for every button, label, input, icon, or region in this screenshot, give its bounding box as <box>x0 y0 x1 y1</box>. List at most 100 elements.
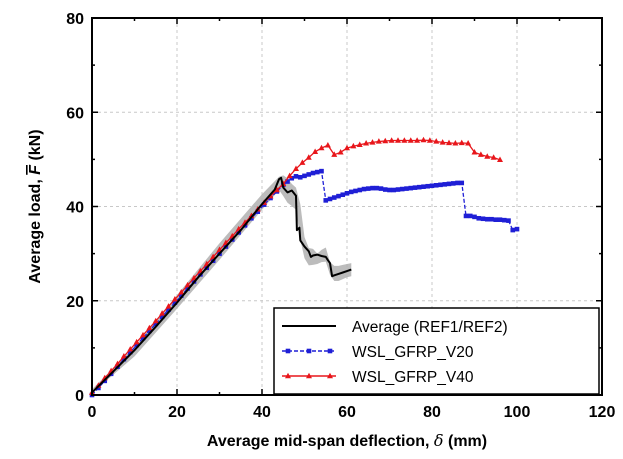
legend-swatch-marker <box>327 372 333 379</box>
data-point <box>467 213 473 219</box>
data-point <box>327 196 333 202</box>
data-point <box>450 181 456 186</box>
data-point <box>433 138 440 144</box>
data-point <box>374 185 380 191</box>
data-point <box>344 144 350 151</box>
data-point <box>153 321 159 327</box>
data-point <box>133 338 140 345</box>
series-layer <box>89 136 520 398</box>
data-point <box>293 174 299 179</box>
data-point <box>178 288 185 295</box>
data-point <box>463 213 469 219</box>
data-point <box>255 209 261 214</box>
legend-label: WSL_GFRP_V40 <box>352 369 474 386</box>
data-point <box>490 154 497 160</box>
data-point <box>340 192 346 198</box>
data-point <box>191 274 197 281</box>
data-point <box>165 303 172 309</box>
data-point <box>134 342 139 348</box>
data-point <box>501 217 507 223</box>
legend-label: WSL_GFRP_V20 <box>352 344 474 361</box>
x-tick-label: 60 <box>338 404 356 421</box>
data-point <box>120 353 127 359</box>
data-point <box>452 140 459 146</box>
data-point <box>323 198 329 203</box>
data-point <box>305 154 312 160</box>
data-point <box>514 226 520 232</box>
data-point <box>297 174 303 180</box>
data-point <box>493 217 499 222</box>
data-point <box>439 139 446 145</box>
data-point <box>421 184 426 190</box>
data-point <box>420 136 427 143</box>
data-point <box>465 140 472 146</box>
data-point <box>484 153 491 159</box>
data-point <box>361 186 367 192</box>
data-point <box>387 187 392 193</box>
data-point <box>412 185 418 190</box>
data-point <box>506 218 511 223</box>
legend-swatch-marker <box>327 348 333 354</box>
data-point <box>395 137 401 143</box>
data-point <box>382 137 389 144</box>
data-point <box>395 187 401 192</box>
data-point <box>152 317 159 324</box>
y-tick-label: 60 <box>66 105 84 122</box>
tick-labels: 0 20 40 60 80 100 120 0 20 40 60 80 <box>66 11 615 421</box>
data-point <box>401 137 408 143</box>
legend-swatch-marker <box>285 348 291 354</box>
data-point <box>324 141 331 148</box>
data-point <box>510 227 516 233</box>
data-point <box>438 182 443 188</box>
data-point <box>416 184 422 190</box>
data-point <box>442 182 448 187</box>
data-point <box>166 307 171 313</box>
data-point <box>369 139 376 145</box>
data-point <box>171 296 178 302</box>
data-point <box>314 169 320 175</box>
y-tick-label: 40 <box>66 200 84 217</box>
data-point <box>140 331 146 338</box>
data-point <box>353 188 358 194</box>
data-point <box>378 186 384 191</box>
data-point <box>433 182 439 188</box>
data-point <box>140 335 146 341</box>
x-axis-title: Average mid-span deflection, δ (mm) <box>207 431 487 450</box>
data-point <box>391 187 397 193</box>
legend-swatch-marker <box>306 348 312 354</box>
data-point <box>357 187 363 193</box>
legend: Average (REF1/REF2) WSL_GFRP_V20 WSL_GFRP_… <box>273 307 600 395</box>
x-tick-label: 40 <box>253 404 271 421</box>
data-point <box>318 144 325 151</box>
data-point <box>497 217 503 222</box>
x-tick-label: 120 <box>589 404 616 421</box>
x-tick-label: 0 <box>88 404 97 421</box>
data-point <box>289 175 295 181</box>
data-point <box>285 179 290 184</box>
data-point <box>336 193 341 199</box>
y-tick-label: 20 <box>66 294 84 311</box>
data-point <box>184 281 191 288</box>
data-point <box>350 142 357 149</box>
data-point <box>356 141 363 147</box>
data-point <box>172 300 178 305</box>
data-point <box>319 168 324 174</box>
data-point <box>331 151 338 157</box>
data-point <box>455 180 460 186</box>
data-point <box>404 186 409 191</box>
data-point <box>382 187 388 192</box>
y-axis-title-group: Average load, F (kN) <box>27 129 44 283</box>
data-point <box>489 216 494 222</box>
x-tick-label: 80 <box>423 404 441 421</box>
series-none <box>91 176 352 394</box>
data-point <box>370 185 375 191</box>
data-point <box>471 149 478 155</box>
data-point <box>363 140 370 146</box>
data-point <box>178 293 184 298</box>
data-point <box>127 345 134 352</box>
data-point <box>344 191 350 196</box>
data-point <box>310 170 316 176</box>
data-point <box>121 356 127 362</box>
legend-label: Average (REF1/REF2) <box>352 319 508 336</box>
